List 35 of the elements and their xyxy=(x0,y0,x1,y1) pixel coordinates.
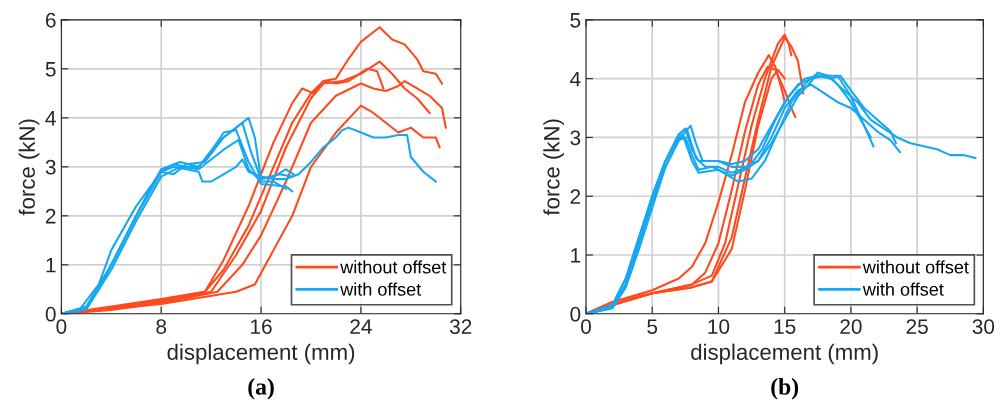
x-tick-label: 0 xyxy=(581,319,591,334)
y-tick-label: 6 xyxy=(45,12,56,28)
y-tick-label: 1 xyxy=(46,258,56,273)
y-tick-label: 1 xyxy=(571,248,581,263)
legend-label: without offset xyxy=(862,260,969,274)
x-axis-title: displacement (mm) xyxy=(167,343,355,365)
legend-label: with offset xyxy=(340,282,422,296)
x-tick-label: 15 xyxy=(774,319,796,334)
x-tick-label: 20 xyxy=(840,319,862,334)
x-axis-title: displacement (mm) xyxy=(691,343,878,365)
legend-label: with offset xyxy=(862,282,944,296)
y-tick-label: 2 xyxy=(570,189,581,204)
y-tick-label: 4 xyxy=(570,71,581,87)
legend-label: without offset xyxy=(340,260,447,274)
text: (a) xyxy=(248,378,274,400)
x-tick-label: 25 xyxy=(906,319,928,334)
y-tick-label: 5 xyxy=(45,62,56,77)
y-tick-label: 2 xyxy=(45,208,56,224)
x-tick-label: 8 xyxy=(156,319,167,334)
y-axis-title: force (kN) xyxy=(543,119,564,216)
y-tick-label: 0 xyxy=(45,306,56,322)
y-tick-label: 0 xyxy=(570,306,581,322)
x-tick-label: 5 xyxy=(647,319,658,334)
x-tick-label: 24 xyxy=(350,319,372,334)
y-tick-label: 3 xyxy=(45,159,56,175)
y-axis-title: force (kN) xyxy=(18,119,40,216)
x-tick-label: 30 xyxy=(972,319,995,334)
x-tick-label: 10 xyxy=(708,319,730,334)
text: (b) xyxy=(771,378,799,400)
x-tick-label: 32 xyxy=(449,319,472,334)
x-tick-label: 16 xyxy=(251,319,272,334)
y-tick-label: 5 xyxy=(570,13,581,28)
y-tick-label: 3 xyxy=(570,130,581,146)
x-tick-label: 0 xyxy=(56,319,67,334)
y-tick-label: 4 xyxy=(45,111,56,126)
